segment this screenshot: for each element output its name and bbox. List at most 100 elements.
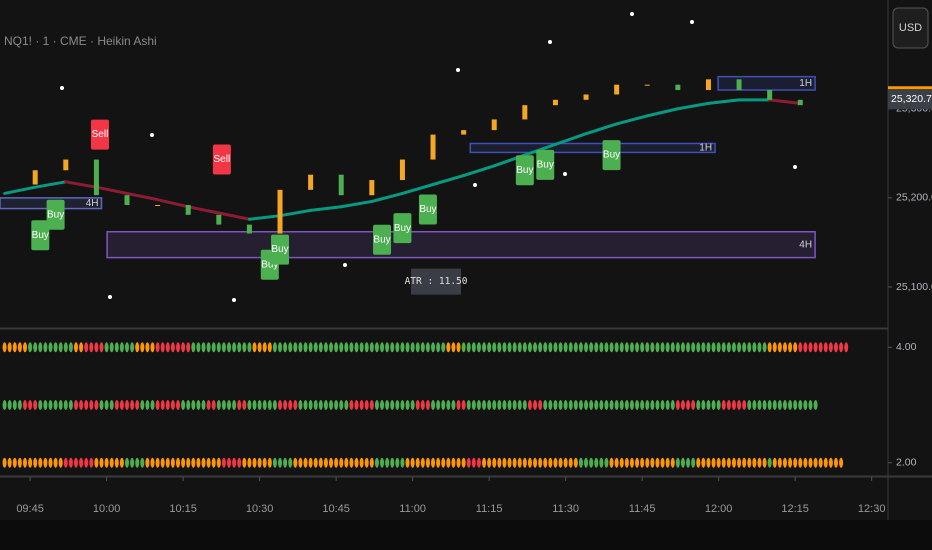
indicator-dot (456, 400, 461, 411)
indicator-dot (211, 457, 216, 468)
currency-button[interactable] (892, 7, 929, 49)
indicator-dot (573, 457, 578, 468)
indicator-dot (798, 342, 803, 353)
indicator-dot (420, 400, 425, 411)
signal-text: Sell (214, 154, 231, 165)
indicator-dot (482, 457, 487, 468)
indicator-dot (293, 342, 298, 353)
indicator-dot (441, 342, 446, 353)
indicator-dot (22, 342, 27, 353)
x-tick-label: 11:30 (552, 503, 579, 515)
x-tick-label: 12:00 (705, 503, 733, 515)
indicator-dot (410, 342, 415, 353)
currency-label[interactable]: USD (899, 22, 922, 34)
x-tick-label: 11:00 (399, 503, 426, 515)
indicator-dot (788, 457, 793, 468)
indicator-dot (84, 457, 89, 468)
indicator-dot (553, 342, 558, 353)
indicator-dot (99, 400, 104, 411)
indicator-dot (696, 457, 701, 468)
indicator-dot (655, 342, 660, 353)
indicator-dot (793, 400, 798, 411)
indicator-dot (813, 400, 818, 411)
indicator-dot (252, 400, 257, 411)
x-tick-label: 09:45 (16, 503, 44, 515)
indicator-dot (17, 400, 22, 411)
indicator-dot (777, 342, 782, 353)
indicator-dot (451, 400, 456, 411)
level-label: 1H (699, 143, 712, 154)
indicator-dot (828, 457, 833, 468)
indicator-dot (839, 342, 844, 353)
x-tick-label: 11:15 (476, 503, 503, 515)
indicator-dot (737, 342, 742, 353)
indicator-dot (431, 400, 436, 411)
pivot-dot (150, 133, 154, 137)
indicator-dot (502, 457, 507, 468)
indicator-dot (176, 342, 181, 353)
indicator-dot (303, 342, 308, 353)
indicator-dot (405, 457, 410, 468)
indicator-dot (216, 457, 221, 468)
indicator-dot (160, 457, 165, 468)
indicator-dot (721, 342, 726, 353)
indicator-dot (507, 400, 512, 411)
indicator-dot (573, 400, 578, 411)
indicator-dot (272, 400, 277, 411)
indicator-dot (752, 400, 757, 411)
indicator-dot (339, 457, 344, 468)
indicator-dot (313, 457, 318, 468)
pivot-dot (108, 295, 112, 299)
indicator-dot (538, 342, 543, 353)
indicator-dot (176, 400, 181, 411)
bottom-strip (0, 520, 932, 550)
ema-segment (645, 107, 680, 118)
signal-text: Buy (537, 160, 554, 171)
indicator-dot (145, 342, 150, 353)
indicator-dot (589, 400, 594, 411)
ema-segment (125, 191, 160, 202)
indicator-dot (283, 342, 288, 353)
indicator-dot (181, 342, 186, 353)
indicator-dot (313, 342, 318, 353)
indicator-dot (79, 342, 84, 353)
indicator-dot (155, 400, 160, 411)
indicator-dot (334, 457, 339, 468)
indicator-dot (624, 457, 629, 468)
indicator-dot (538, 400, 543, 411)
indicator-dot (742, 457, 747, 468)
signal-text: Sell (92, 129, 109, 140)
level-zone (717, 75, 816, 91)
indicator-dot (140, 457, 145, 468)
candle (552, 99, 558, 106)
indicator-dot (701, 457, 706, 468)
indicator-dot (329, 457, 334, 468)
indicator-dot (767, 342, 772, 353)
indicator-dot (609, 342, 614, 353)
indicator-dot (135, 400, 140, 411)
indicator-dot (191, 457, 196, 468)
indicator-dot (635, 457, 640, 468)
last-price-bar (888, 86, 932, 90)
candle (797, 99, 803, 106)
indicator-dot (318, 400, 323, 411)
indicator-dot (614, 342, 619, 353)
indicator-dot (706, 400, 711, 411)
indicator-dot (640, 342, 645, 353)
candle (736, 79, 742, 91)
indicator-dot (686, 342, 691, 353)
indicator-dot (135, 342, 140, 353)
indicator-dot (757, 400, 762, 411)
indicator-dot (517, 457, 522, 468)
indicator-dot (624, 342, 629, 353)
indicator-dot (655, 400, 660, 411)
pivot-dot (690, 20, 694, 24)
indicator-dot (686, 457, 691, 468)
candle (614, 84, 620, 95)
indicator-dot (262, 457, 267, 468)
indicator-dot (298, 400, 303, 411)
pivot-dot (563, 172, 567, 176)
indicator-dot (701, 342, 706, 353)
indicator-dot (48, 400, 53, 411)
